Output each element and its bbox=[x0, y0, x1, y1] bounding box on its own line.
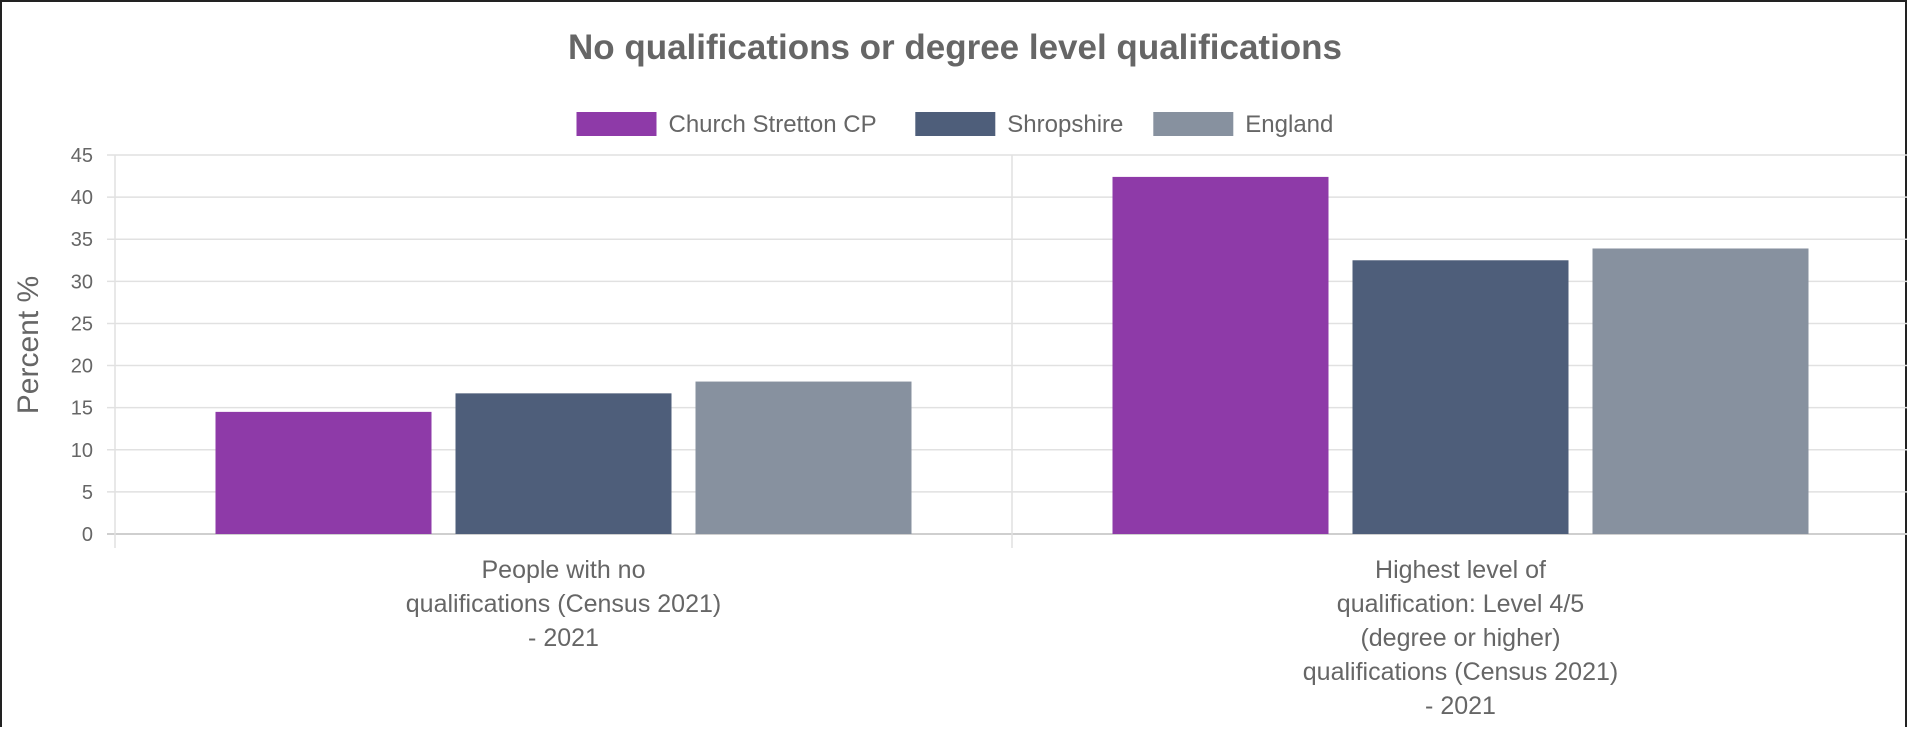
legend-label: Shropshire bbox=[1007, 111, 1123, 138]
bar-england bbox=[1592, 248, 1809, 534]
category-label: qualification: Level 4/5 bbox=[1337, 590, 1584, 618]
y-tick-label: 45 bbox=[71, 145, 93, 167]
category-label: qualifications (Census 2021) bbox=[1303, 658, 1618, 686]
legend-label: Church Stretton CP bbox=[669, 111, 877, 138]
legend: Church Stretton CP Shropshire England bbox=[576, 111, 1333, 138]
category-labels: People with no qualifications (Census 202… bbox=[406, 556, 1618, 720]
legend-item[interactable]: Church Stretton CP bbox=[576, 111, 877, 138]
y-tick-label: 40 bbox=[71, 187, 93, 209]
legend-swatch bbox=[1153, 112, 1234, 136]
category-label: (degree or higher) bbox=[1360, 624, 1560, 652]
legend-label: England bbox=[1245, 111, 1333, 138]
category-label: - 2021 bbox=[1425, 692, 1496, 720]
legend-item[interactable]: Shropshire bbox=[915, 111, 1123, 138]
category-label: Highest level of bbox=[1375, 556, 1546, 584]
bars bbox=[215, 176, 1809, 535]
legend-swatch bbox=[915, 112, 996, 136]
y-tick-label: 20 bbox=[71, 356, 93, 378]
chart-title: No qualifications or degree level qualif… bbox=[568, 28, 1342, 67]
y-tick-label: 30 bbox=[71, 271, 93, 293]
bar-england bbox=[695, 381, 912, 534]
category-label: People with no bbox=[481, 556, 645, 584]
bar-church-stretton-cp bbox=[215, 411, 432, 534]
y-tick-label: 25 bbox=[71, 313, 93, 335]
y-axis-ticks: 0 5 10 15 20 25 30 35 40 45 bbox=[71, 145, 93, 546]
y-tick-label: 0 bbox=[82, 524, 93, 546]
category-label: qualifications (Census 2021) bbox=[406, 590, 721, 618]
bar-shropshire bbox=[455, 393, 672, 534]
y-axis-label: Percent % bbox=[12, 276, 45, 414]
legend-swatch bbox=[576, 112, 657, 136]
category-label: - 2021 bbox=[528, 624, 599, 652]
y-tick-label: 35 bbox=[71, 229, 93, 251]
bar-shropshire bbox=[1352, 260, 1569, 534]
y-tick-label: 10 bbox=[71, 440, 93, 462]
bar-church-stretton-cp bbox=[1112, 176, 1329, 535]
y-tick-label: 5 bbox=[82, 482, 93, 504]
legend-item[interactable]: England bbox=[1153, 111, 1333, 138]
y-tick-label: 15 bbox=[71, 398, 93, 420]
